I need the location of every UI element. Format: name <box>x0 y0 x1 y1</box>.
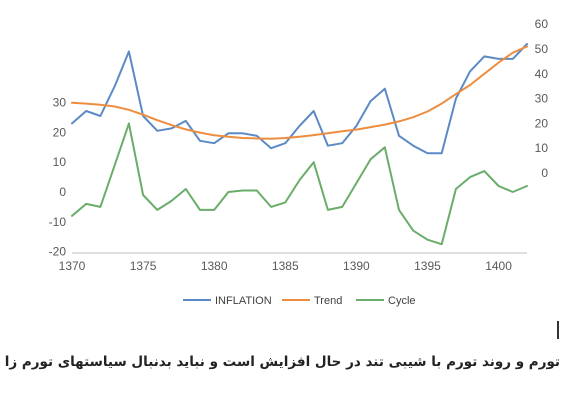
left-y-tick-label: 30 <box>53 96 67 110</box>
x-tick-label: 1385 <box>272 259 299 273</box>
series-line-trend <box>71 45 528 140</box>
right-y-tick-label: 20 <box>535 116 549 130</box>
x-tick-label: 1375 <box>130 259 157 273</box>
series-line-inflation <box>71 43 528 155</box>
chart-caption: تورم و روند تورم با شیبی تند در حال افزا… <box>0 354 560 370</box>
right-y-tick-label: 60 <box>535 17 549 31</box>
x-tick-label: 1380 <box>201 259 228 273</box>
x-tick-label: 1400 <box>485 259 512 273</box>
left-y-tick-label: 20 <box>53 125 67 139</box>
right-y-tick-label: 40 <box>535 67 549 81</box>
left-y-axis: -20 -10 0 10 20 30 <box>49 96 67 259</box>
left-y-tick-label: -20 <box>49 245 67 259</box>
x-tick-label: 1395 <box>414 259 441 273</box>
legend: INFLATION Trend Cycle <box>183 295 416 307</box>
legend-label-inflation: INFLATION <box>215 295 272 307</box>
legend-label-cycle: Cycle <box>388 295 416 307</box>
right-y-tick-label: 50 <box>535 42 549 56</box>
left-y-tick-label: 0 <box>59 185 66 199</box>
x-tick-label: 1390 <box>343 259 370 273</box>
x-axis: 1370 1375 1380 1385 1390 1395 1400 <box>59 252 527 273</box>
right-y-tick-label: 30 <box>535 92 549 106</box>
x-tick-label: 1370 <box>59 259 86 273</box>
legend-label-trend: Trend <box>314 295 342 307</box>
left-y-tick-label: -10 <box>49 215 67 229</box>
right-y-tick-label: 10 <box>535 141 549 155</box>
plot-area <box>71 43 528 246</box>
left-y-tick-label: 10 <box>53 155 67 169</box>
text-cursor <box>557 321 559 339</box>
series-line-cycle <box>71 122 528 246</box>
right-y-tick-label: 0 <box>541 166 548 180</box>
right-y-axis: 0 10 20 30 40 50 60 <box>535 17 549 180</box>
